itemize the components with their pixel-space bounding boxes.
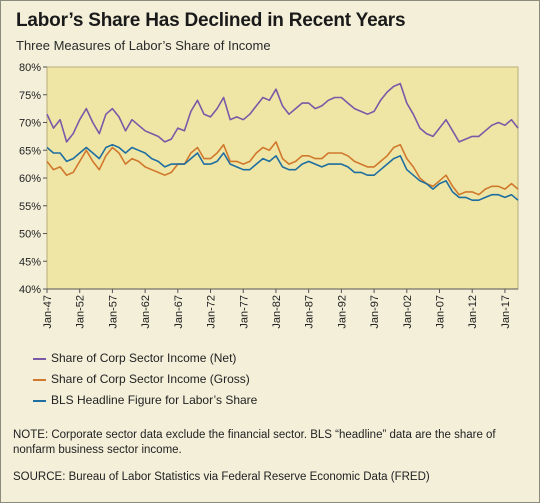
x-tick-label: Jan-77 [238, 295, 250, 329]
chart-source: SOURCE: Bureau of Labor Statistics via F… [13, 471, 430, 483]
x-tick-label: Jan-02 [402, 295, 414, 329]
x-tick-label: Jan-67 [173, 295, 185, 329]
y-tick-label: 40% [19, 284, 41, 296]
legend-item-net: Share of Corp Sector Income (Net) [33, 348, 513, 369]
y-tick-label: 55% [19, 201, 41, 213]
x-tick-label: Jan-52 [75, 295, 87, 329]
x-tick-label: Jan-57 [107, 295, 119, 329]
legend: Share of Corp Sector Income (Net) Share … [33, 348, 513, 411]
x-tick-label: Jan-87 [304, 295, 316, 329]
chart-title: Labor’s Share Has Declined in Recent Yea… [16, 10, 406, 31]
x-tick-label: Jan-72 [206, 295, 218, 329]
x-axis: Jan-47 Jan-52 Jan-57 Jan-62 Jan-67 Jan-72 Jan-… [42, 288, 518, 329]
legend-label-gross: Share of Corp Sector Income (Gross) [51, 372, 250, 386]
legend-item-bls: BLS Headline Figure for Labor’s Share [33, 390, 513, 411]
legend-swatch-gross [33, 379, 46, 381]
y-tick-label: 65% [19, 145, 41, 157]
x-tick-label: Jan-17 [500, 295, 512, 329]
series-line-gross [46, 141, 519, 196]
y-tick-label: 70% [19, 118, 41, 130]
legend-label-bls: BLS Headline Figure for Labor’s Share [51, 393, 258, 407]
legend-item-gross: Share of Corp Sector Income (Gross) [33, 369, 513, 390]
x-tick-label: Jan-12 [467, 295, 479, 329]
legend-swatch-bls [33, 400, 46, 402]
x-tick-label: Jan-07 [435, 295, 447, 329]
chart-note: NOTE: Corporate sector data exclude the … [13, 429, 496, 456]
series-line-net [46, 82, 519, 143]
series-line-bls [46, 143, 519, 201]
series-lines [46, 82, 519, 201]
x-tick-label: Jan-62 [140, 295, 152, 329]
y-tick-label: 80% [19, 62, 41, 74]
y-tick-label: 60% [19, 173, 41, 185]
x-tick-label: Jan-92 [336, 295, 348, 329]
legend-label-net: Share of Corp Sector Income (Net) [51, 351, 237, 365]
y-tick-label: 45% [19, 256, 41, 268]
y-tick-label: 50% [19, 229, 41, 241]
x-tick-label: Jan-47 [42, 295, 54, 329]
y-tick-label: 75% [19, 90, 41, 102]
chart-subtitle: Three Measures of Labor’s Share of Incom… [16, 38, 271, 53]
legend-swatch-net [33, 358, 46, 360]
x-tick-label: Jan-97 [369, 295, 381, 329]
x-tick-label: Jan-82 [271, 295, 283, 329]
y-axis: 80% 75% 70% 65% 60% 55% 50% 45% 40% [19, 62, 47, 296]
